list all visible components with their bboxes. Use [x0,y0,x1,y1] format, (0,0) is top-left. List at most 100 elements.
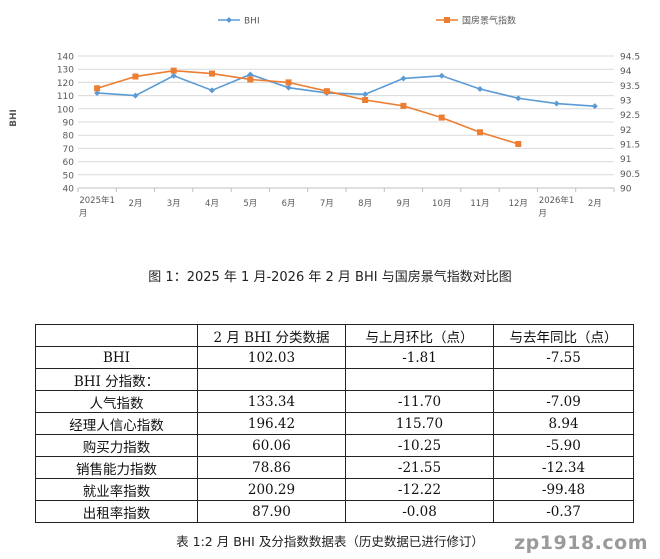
legend-marker [226,17,232,23]
row-label: BHI 分指数： [35,368,198,391]
y2-tick-label: 91.5 [620,141,640,151]
table-header-cell [35,324,198,347]
table-body: BHI 102.03 -1.81 -7.55 BHI 分指数： 人气指数 133.34 -11… [35,346,634,523]
row-value: 87.90 [197,500,346,523]
site-watermark: zp1918.com [514,532,648,554]
table-row: BHI 102.03 -1.81 -7.55 [35,346,634,369]
y2-tick-label: 92 [620,126,631,136]
y-tick-label: 110 [57,92,74,102]
y-tick-label: 100 [57,105,74,115]
row-value: -0.37 [493,500,634,523]
row-value: -1.81 [345,346,494,369]
x-tick-label: 3月 [167,199,181,209]
y2-tick-label: 90.5 [620,170,640,180]
x-tick-label: 5月 [243,199,257,209]
y-tick-label: 40 [63,185,75,195]
x-tick-label: 7月 [320,199,334,209]
row-value: -0.08 [345,500,494,523]
data-point [247,71,254,78]
x-tick-label: 2025年1 月 [79,195,115,219]
row-label: 人气指数 [35,390,198,413]
x-tick-label: 9月 [396,199,410,209]
data-point [438,114,445,121]
table-row: 人气指数 133.34 -11.70 -7.09 [35,390,634,413]
series-line [97,73,595,107]
table-row: 就业率指数 200.29 -12.22 -99.48 [35,478,634,501]
row-value [345,368,494,391]
legend-marker [444,17,450,23]
data-point [209,87,215,94]
y-tick-label: 90 [63,119,75,129]
x-tick-label: 12月 [509,199,528,209]
x-tick-label: 11月 [470,199,489,209]
row-label: 购买力指数 [35,434,198,457]
chart-series [94,67,598,147]
row-value: -99.48 [493,478,634,501]
data-point [285,84,292,91]
data-point [362,97,369,103]
row-label: 出租率指数 [35,500,198,523]
data-point [132,73,139,80]
chart-gridlines [78,55,614,189]
y2-tick-label: 94.5 [620,53,640,63]
data-point [94,85,101,92]
data-point [438,72,445,79]
row-value: 200.29 [197,478,346,501]
y2-tick-label: 91 [620,155,631,165]
row-value: -12.22 [345,478,494,501]
x-tick-label: 6月 [282,199,296,209]
x-tick-label: 2月 [128,199,142,209]
row-label: 销售能力指数 [35,456,198,479]
row-value: -5.90 [493,434,634,457]
table-row: 销售能力指数 78.86 -21.55 -12.34 [35,456,634,479]
row-value: 196.42 [197,412,346,435]
y-tick-label: 60 [63,158,75,168]
data-point [94,89,101,96]
table-row: 经理人信心指数 196.42 115.70 8.94 [35,412,634,435]
x-tick-label: 2月 [588,199,602,209]
y-tick-label: 130 [57,66,74,76]
x-tick-label: 2026年1 月 [538,195,574,219]
y-axis-label: BHI [9,109,19,127]
row-value: -12.34 [493,456,634,479]
y-tick-label: 70 [63,145,75,155]
data-point [591,103,598,110]
table-row: 购买力指数 60.06 -10.25 -5.90 [35,434,634,457]
data-point [400,75,407,82]
data-point [400,102,407,109]
row-value: -10.25 [345,434,494,457]
data-point [209,70,215,77]
y2-tick-label: 93.5 [620,82,640,92]
data-point [132,92,139,99]
chart-axes: 40 50 60 70 80 90 100 110 120 130 140 90 90.5 91 91.5 9… [57,53,640,220]
row-value: 102.03 [197,346,346,369]
data-point [553,100,560,107]
data-point [515,95,522,102]
y-tick-label: 80 [63,132,75,142]
row-value: 8.94 [493,412,634,435]
row-value: 78.86 [197,456,346,479]
data-point [477,86,483,92]
data-point [170,67,177,74]
data-point [285,79,292,86]
data-point [515,141,522,147]
table-caption: 表 1:2 月 BHI 及分指数数据表（历史数据已进行修订） [176,534,484,549]
legend-label: 国房景气指数 [462,15,516,27]
y-tick-label: 140 [57,53,74,63]
bhi-data-table: 2 月 BHI 分类数据 与上月环比（点） 与去年同比（点） BHI 102.03… [35,324,634,523]
row-value: 115.70 [345,412,494,435]
series-line [96,69,519,145]
table-header-cell: 与去年同比（点） [493,324,634,347]
table-row: 出租率指数 87.90 -0.08 -0.37 [35,500,634,523]
x-tick-label: 10月 [432,199,451,209]
y2-tick-label: 93 [620,97,631,107]
data-point [170,72,177,79]
data-point [362,91,369,98]
row-value: 60.06 [197,434,346,457]
bhi-data-table-wrapper: 2 月 BHI 分类数据 与上月环比（点） 与去年同比（点） BHI 102.03… [35,324,634,523]
x-tick-label: 8月 [358,199,372,209]
data-point [247,76,254,83]
data-point [477,129,483,136]
row-label: 就业率指数 [35,478,198,501]
y-tick-label: 120 [57,79,74,89]
